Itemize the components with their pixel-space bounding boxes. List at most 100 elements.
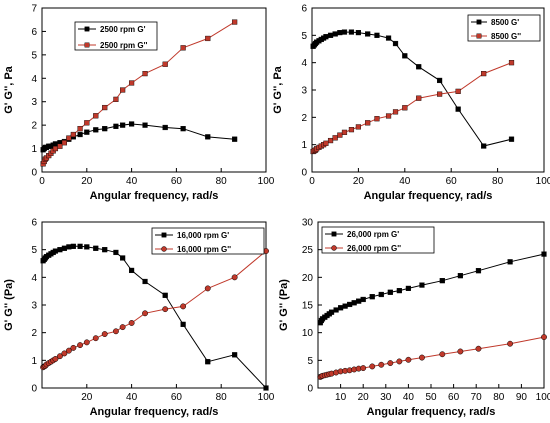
x-tick-label: 0 bbox=[309, 176, 315, 187]
data-point bbox=[374, 116, 380, 122]
data-point bbox=[231, 274, 238, 281]
data-point bbox=[102, 126, 108, 132]
data-point bbox=[205, 35, 211, 42]
x-tick-label: 20 bbox=[358, 392, 370, 403]
data-point bbox=[360, 296, 366, 303]
chart-panel-4: 10 20 30 40 50 60 70 80 90 100 0 5 10 15 20 25 30 Angular… bbox=[278, 218, 550, 419]
y-axis-label: G' G'' (Pa) bbox=[278, 279, 290, 331]
data-point bbox=[507, 259, 513, 265]
data-point bbox=[385, 35, 392, 41]
x-tick-label: 20 bbox=[81, 176, 93, 187]
x-tick-label: 40 bbox=[403, 392, 415, 403]
data-point bbox=[93, 127, 99, 133]
data-point bbox=[507, 340, 514, 347]
data-point bbox=[338, 305, 344, 311]
data-point bbox=[92, 335, 99, 342]
data-point bbox=[204, 285, 211, 292]
data-point bbox=[142, 70, 148, 77]
data-point bbox=[162, 124, 168, 131]
y-tick-label: 4 bbox=[31, 74, 37, 85]
data-point bbox=[481, 143, 487, 149]
legend: 16,000 rpm G' 16,000 rpm G'' bbox=[151, 227, 265, 255]
data-point bbox=[113, 96, 119, 102]
x-tick-label: 60 bbox=[171, 176, 183, 187]
data-point bbox=[333, 307, 339, 313]
data-point bbox=[113, 123, 119, 129]
data-point bbox=[402, 105, 408, 111]
data-point bbox=[374, 32, 380, 38]
data-point bbox=[341, 129, 348, 135]
data-point bbox=[508, 60, 515, 66]
y-tick-label: 5 bbox=[307, 356, 313, 367]
data-point bbox=[327, 32, 334, 38]
data-point bbox=[113, 249, 119, 256]
chart-panel-1: 0 20 40 60 80 100 0 1 2 3 4 5 6 7 Angular frequency, r… bbox=[3, 4, 275, 203]
data-point bbox=[142, 310, 148, 317]
y-tick-label: 7 bbox=[31, 4, 37, 15]
data-point bbox=[232, 136, 238, 142]
data-point bbox=[541, 251, 547, 257]
y-tick-label: 3 bbox=[301, 86, 307, 97]
y-tick-label: 2 bbox=[31, 121, 37, 132]
data-point bbox=[455, 106, 461, 112]
data-point bbox=[385, 113, 392, 119]
data-point bbox=[396, 288, 402, 294]
x-tick-label: 70 bbox=[471, 392, 483, 403]
data-point bbox=[52, 248, 59, 254]
data-point bbox=[56, 353, 63, 360]
data-point bbox=[356, 298, 362, 304]
data-point bbox=[77, 243, 83, 249]
legend-label: 8500 G'' bbox=[491, 32, 521, 41]
y-tick-label: 15 bbox=[302, 301, 314, 312]
y-tick-label: 25 bbox=[302, 245, 314, 256]
data-point bbox=[205, 359, 211, 365]
data-point bbox=[402, 53, 408, 59]
x-tick-label: 0 bbox=[39, 176, 45, 187]
legend: 2500 rpm G' 2500 rpm G'' bbox=[74, 21, 158, 51]
data-point bbox=[57, 247, 63, 253]
data-point bbox=[328, 309, 335, 315]
data-point bbox=[120, 122, 126, 128]
legend-label: 16,000 rpm G' bbox=[177, 231, 229, 240]
legend-label: 8500 G' bbox=[491, 18, 519, 27]
data-point bbox=[419, 354, 425, 361]
data-point bbox=[142, 122, 148, 128]
y-tick-label: 0 bbox=[301, 168, 307, 179]
data-point bbox=[232, 19, 238, 25]
data-point bbox=[65, 347, 72, 354]
x-tick-label: 40 bbox=[126, 392, 138, 403]
x-tick-label: 40 bbox=[399, 176, 411, 187]
data-point bbox=[232, 352, 238, 358]
y-tick-label: 4 bbox=[301, 58, 307, 69]
data-point bbox=[162, 306, 169, 313]
data-point bbox=[66, 244, 72, 250]
y-tick-label: 1 bbox=[301, 140, 307, 151]
data-point bbox=[83, 339, 90, 346]
data-point bbox=[337, 132, 343, 138]
data-point bbox=[263, 385, 269, 391]
data-point bbox=[396, 358, 403, 365]
data-point bbox=[112, 328, 119, 335]
x-axis-label: Angular frequency, rad/s bbox=[90, 190, 219, 202]
data-point bbox=[360, 365, 367, 372]
data-point bbox=[387, 360, 394, 367]
data-point bbox=[162, 292, 168, 298]
data-point bbox=[77, 131, 83, 138]
data-point bbox=[455, 88, 461, 94]
legend-swatch-marker bbox=[331, 245, 337, 251]
data-point bbox=[392, 109, 399, 115]
data-point bbox=[481, 70, 487, 77]
legend-label: 16,000 rpm G'' bbox=[177, 245, 231, 254]
data-point bbox=[162, 61, 168, 67]
data-point bbox=[102, 247, 108, 253]
data-point bbox=[541, 334, 547, 341]
y-axis-label: G' G'', Pa bbox=[3, 65, 15, 113]
data-point bbox=[437, 77, 443, 84]
x-tick-label: 60 bbox=[446, 176, 458, 187]
legend-label: 2500 rpm G' bbox=[100, 25, 146, 34]
y-tick-label: 6 bbox=[31, 218, 37, 229]
data-point bbox=[508, 136, 515, 142]
data-point bbox=[392, 40, 399, 47]
data-point bbox=[347, 301, 353, 308]
